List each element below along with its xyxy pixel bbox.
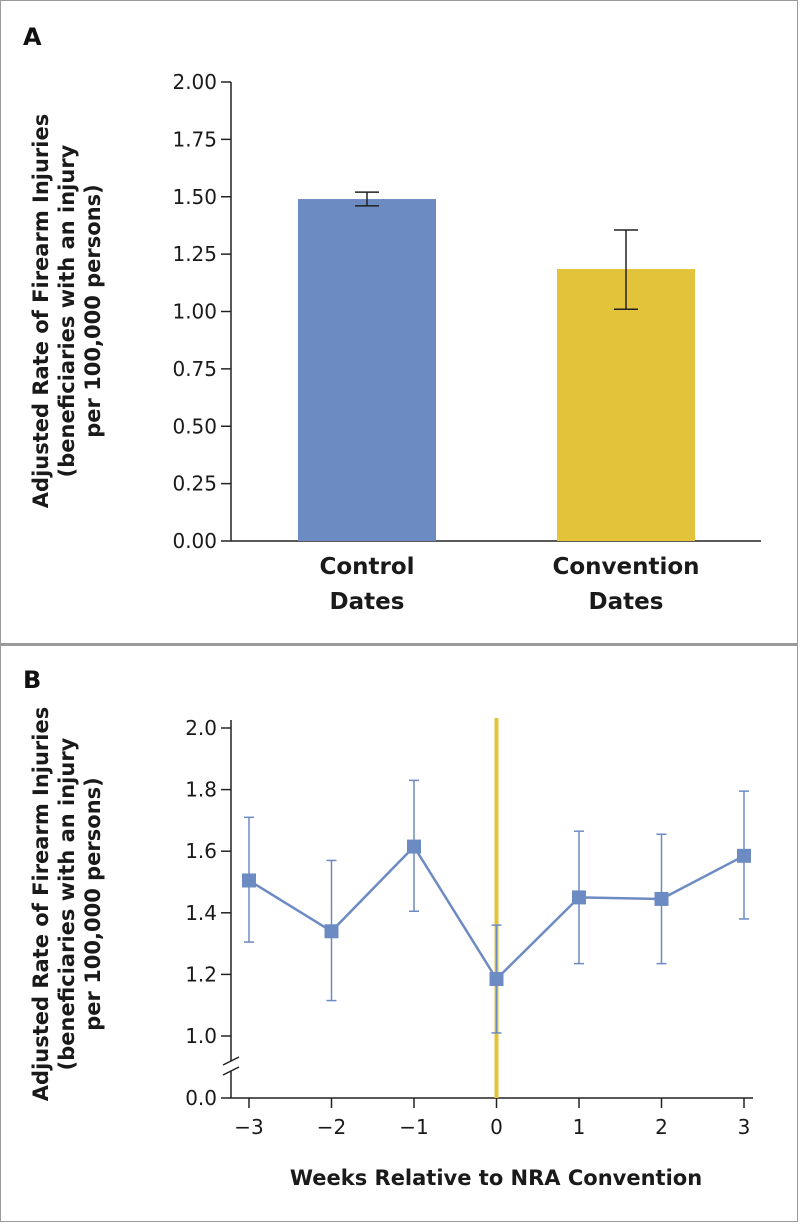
y-axis-title-line-0: Adjusted Rate of Firearm Injuries bbox=[29, 707, 53, 1101]
y-tick-label: 0.25 bbox=[172, 472, 217, 496]
y-tick-label: 1.2 bbox=[185, 962, 217, 986]
y-tick-label: 2.0 bbox=[185, 716, 217, 740]
data-point bbox=[737, 848, 751, 863]
panel-a: A 0.00 0.25 0.50 0.75 1.00 1.25 1.50 1.75 2.00 Co… bbox=[0, 0, 798, 644]
data-point bbox=[407, 839, 421, 854]
y-tick-label: 0.0 bbox=[185, 1086, 217, 1110]
y-tick-label: 1.0 bbox=[185, 1024, 217, 1048]
category-label: Convention bbox=[552, 554, 699, 580]
bar-chart: 0.00 0.25 0.50 0.75 1.00 1.25 1.50 1.75 2.00 Cont… bbox=[29, 70, 761, 615]
bar bbox=[557, 269, 695, 541]
category-label: Control bbox=[319, 554, 414, 580]
panel-a-label: A bbox=[23, 23, 42, 51]
y-tick-label: 2.00 bbox=[172, 70, 217, 94]
data-point bbox=[572, 890, 586, 905]
panel-b-label: B bbox=[23, 666, 42, 694]
x-tick-label: −2 bbox=[317, 1115, 346, 1139]
y-tick-label: 1.25 bbox=[172, 242, 217, 266]
bar bbox=[298, 199, 436, 542]
y-axis-title-line-2: per 100,000 persons) bbox=[81, 777, 105, 1031]
data-point bbox=[324, 924, 339, 939]
y-tick-label: 1.75 bbox=[172, 127, 217, 151]
y-axis-title-line-2: per 100,000 persons) bbox=[81, 184, 105, 438]
y-tick-label: 0.00 bbox=[172, 529, 217, 553]
y-tick-label: 1.6 bbox=[185, 839, 217, 863]
y-axis-title-line-1: (beneficiaries with an injury bbox=[55, 144, 79, 477]
x-tick-label: 1 bbox=[573, 1115, 586, 1139]
y-tick-label: 1.00 bbox=[172, 300, 217, 324]
data-point bbox=[242, 873, 256, 888]
x-axis-title: Weeks Relative to NRA Convention bbox=[290, 1166, 702, 1190]
panel-b: B 0.0 1.0 1.2 1.4 1.6 1.8 2.0 −3 −2 −1 0 1 2 3 Weeks R… bbox=[0, 644, 798, 1222]
x-tick-label: 2 bbox=[655, 1115, 668, 1139]
y-tick-label: 1.4 bbox=[185, 901, 217, 925]
data-point bbox=[654, 891, 669, 906]
y-tick-label: 1.8 bbox=[185, 778, 217, 802]
x-tick-label: 3 bbox=[738, 1115, 751, 1139]
category-label: Dates bbox=[330, 589, 405, 615]
y-axis-title-line-1: (beneficiaries with an injury bbox=[55, 737, 79, 1070]
y-tick-label: 1.50 bbox=[172, 185, 217, 209]
category-label: Dates bbox=[589, 589, 664, 615]
x-tick-label: −1 bbox=[399, 1115, 428, 1139]
x-tick-label: 0 bbox=[490, 1115, 503, 1139]
y-tick-label: 0.50 bbox=[172, 414, 217, 438]
line-chart: 0.0 1.0 1.2 1.4 1.6 1.8 2.0 −3 −2 −1 0 1 2 3 Weeks Rel… bbox=[29, 707, 753, 1190]
y-tick-label: 0.75 bbox=[172, 357, 217, 381]
axis-break-mark bbox=[222, 1056, 240, 1066]
y-axis-title-line-0: Adjusted Rate of Firearm Injuries bbox=[29, 114, 53, 508]
axis-break-mark bbox=[222, 1066, 240, 1076]
x-tick-label: −3 bbox=[234, 1115, 263, 1139]
data-point bbox=[489, 972, 504, 987]
